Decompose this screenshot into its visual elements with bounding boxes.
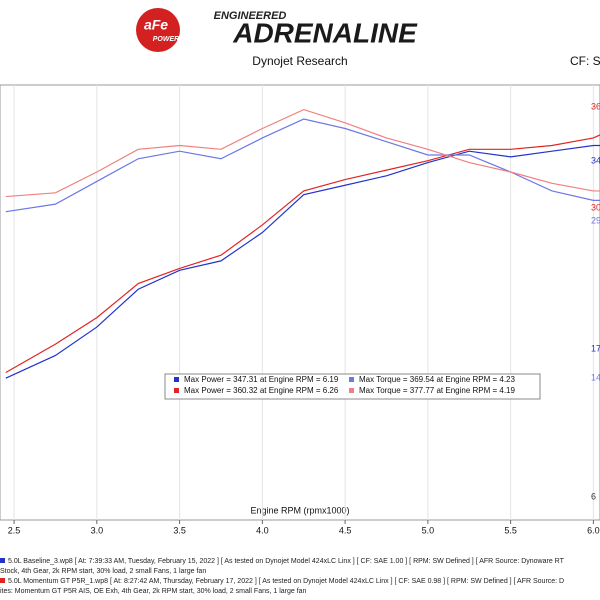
tagline-main: ADRENALINE [232, 17, 418, 48]
series-line [5, 144, 600, 379]
right-label: 17 [591, 343, 600, 353]
logo-sub: POWER [153, 36, 179, 43]
series-line [5, 134, 600, 373]
x-tick-label: 3.5 [173, 525, 186, 535]
x-tick-label: 4.0 [256, 525, 269, 535]
logo-text: aFe [144, 17, 168, 33]
right-label: 36 [591, 101, 600, 111]
legend-label: Max Torque = 369.54 at Engine RPM = 4.23 [359, 375, 516, 384]
footer-line: ites: Momentum GT P5R AIS, OE Exh, 4th G… [0, 588, 307, 595]
x-tick-label: 4.5 [339, 525, 352, 535]
footer-line: Stock, 4th Gear, 2k RPM start, 30% load,… [0, 568, 206, 575]
source-label: Dynojet Research [252, 54, 347, 68]
footer-swatch [0, 578, 5, 583]
right-label: 29 [591, 215, 600, 225]
legend-label: Max Power = 347.31 at Engine RPM = 6.19 [184, 375, 339, 384]
x-tick-label: 2.5 [8, 525, 21, 535]
legend-swatch [174, 377, 179, 382]
plot-frame [0, 84, 600, 521]
right-label: 30 [591, 202, 600, 212]
footer-line: 5.0L Baseline_3.wp8 [ At: 7:39:33 AM, Tu… [8, 558, 565, 565]
tagline-top: ENGINEERED [214, 10, 287, 22]
series-line [5, 108, 600, 198]
footer-swatch [0, 558, 5, 563]
footer-line: 5.0L Momentum GT P5R_1.wp8 [ At: 8:27:42… [8, 578, 564, 585]
right-label: 6 [591, 491, 596, 501]
right-label: 34 [591, 155, 600, 165]
legend-swatch [349, 388, 354, 393]
series-line [5, 118, 600, 213]
x-tick-label: 5.5 [504, 525, 517, 535]
x-tick-label: 6.0 [587, 525, 600, 535]
cf-label: CF: SA [570, 54, 600, 68]
right-label: 14 [591, 372, 600, 382]
logo-badge [136, 8, 180, 52]
x-axis-label: Engine RPM (rpmx1000) [250, 505, 349, 515]
legend-label: Max Torque = 377.77 at Engine RPM = 4.19 [359, 386, 516, 395]
legend-label: Max Power = 360.32 at Engine RPM = 6.26 [184, 386, 339, 395]
x-tick-label: 3.0 [91, 525, 104, 535]
legend-swatch [174, 388, 179, 393]
legend-swatch [349, 377, 354, 382]
x-tick-label: 5.0 [422, 525, 435, 535]
